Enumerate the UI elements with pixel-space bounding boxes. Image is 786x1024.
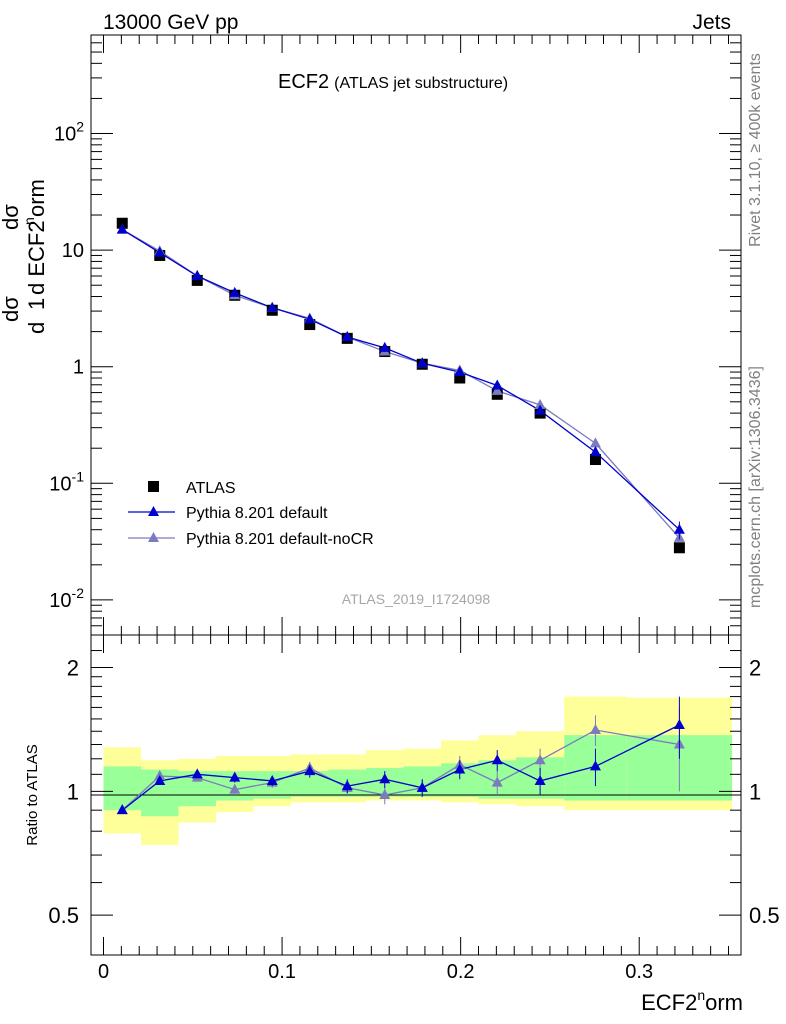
ratio-point-mc1 (454, 763, 466, 774)
ratio-point-mc2 (589, 723, 601, 734)
header-right: Jets (692, 11, 731, 34)
ratio-point-mc1 (266, 774, 278, 785)
legend: ATLAS Pythia 8.201 default Pythia 8.201 … (128, 480, 374, 548)
ratio-point-mc2 (491, 776, 503, 787)
analysis-id: ATLAS_2019_I1724098 (342, 591, 491, 607)
ratio-band-inner (103, 766, 141, 811)
header-left: 13000 GeV pp (103, 11, 238, 34)
legend-label-mc1: Pythia 8.201 default (186, 505, 328, 522)
x-tick-label: 0.1 (268, 961, 296, 983)
data-point-mc1 (589, 446, 601, 457)
data-point-mc1 (154, 246, 166, 257)
ratio-point-mc1 (154, 774, 166, 785)
ratio-y-tick-label-left: 2 (67, 656, 79, 681)
main-y-tick-label: 10-2 (49, 585, 84, 612)
data-point-atlas (116, 217, 128, 229)
main-y-axis-label: 1 dσ dσ d ECF2 n orm d (0, 179, 49, 334)
main-panel: 10-2 10-1 1 10 102 ECF2 (ATLAS jet substructu… (0, 34, 742, 636)
data-point-mc1 (191, 269, 203, 280)
y-axis-label-orm: orm (24, 179, 49, 217)
ratio-series-points (116, 696, 685, 815)
main-y-tick-label: 102 (54, 119, 84, 146)
ratio-point-mc1 (116, 804, 128, 815)
main-series-points (116, 217, 685, 554)
ratio-y-axis-label: Ratio to ATLAS (24, 744, 41, 845)
ratio-point-mc1 (379, 773, 391, 784)
ratio-point-mc1 (416, 781, 428, 792)
side-label-version: Rivet 3.1.10, ≥ 400k events (747, 53, 764, 247)
chart-subtitle: (ATLAS jet substructure) (334, 75, 508, 92)
legend-marker-mc1 (148, 506, 159, 516)
legend-marker-atlas (148, 481, 159, 492)
data-point-mc1 (116, 223, 128, 234)
chart-title: ECF2 (ATLAS jet substructure) (278, 71, 508, 93)
data-point-atlas (589, 454, 601, 466)
ratio-line-mc2 (121, 729, 680, 811)
data-point-atlas (673, 542, 685, 554)
ratio-y-tick-label-right: 1 (749, 779, 761, 804)
main-line-mc1 (121, 229, 680, 531)
x-axis-label-orm: orm (705, 990, 743, 1015)
data-point-atlas (304, 319, 316, 331)
data-point-mc1 (304, 313, 316, 324)
x-axis-label-superscript: n (697, 987, 705, 1003)
data-point-mc2 (589, 437, 601, 448)
ratio-point-mc2 (534, 754, 546, 765)
x-tick-label: 0.3 (625, 961, 653, 983)
y-axis-label-d-prefix: d (24, 322, 49, 334)
ratio-point-mc1 (304, 765, 316, 776)
data-point-mc1 (341, 330, 353, 341)
y-axis-label-dsigma: dσ (0, 204, 23, 230)
legend-marker-mc2 (148, 532, 159, 542)
data-point-mc2 (491, 384, 503, 395)
data-point-mc1 (454, 366, 466, 377)
ratio-panel: 0.5 0.5 1 1 2 2 0 0.1 0.2 0.3 Ratio to ATLAS ECF2… (24, 634, 780, 1015)
ratio-panel-frame (90, 634, 742, 956)
ratio-point-mc1 (673, 718, 685, 729)
ratio-point-mc1 (191, 768, 203, 779)
main-axis-ticks: 10-2 10-1 1 10 102 (49, 34, 741, 636)
main-y-tick-label: 1 (73, 357, 84, 379)
ratio-point-mc1 (589, 760, 601, 771)
data-point-mc1 (229, 286, 241, 297)
x-tick-label: 0.2 (447, 961, 475, 983)
data-point-mc1 (266, 301, 278, 312)
data-point-mc1 (534, 404, 546, 415)
ratio-y-tick-label-right: 2 (749, 656, 761, 681)
ratio-point-mc1 (229, 771, 241, 782)
y-axis-label-superscript: n (21, 217, 37, 225)
y-axis-label-1-over-sigma: 1 (24, 298, 49, 310)
ratio-y-tick-label-right: 0.5 (749, 903, 780, 928)
data-point-atlas (191, 274, 203, 286)
legend-label-atlas: ATLAS (186, 480, 236, 497)
ratio-point-mc1 (491, 754, 503, 765)
ratio-point-mc2 (379, 788, 391, 799)
ratio-y-tick-label-left: 1 (67, 779, 79, 804)
y-axis-label-sigma: dσ (0, 296, 23, 322)
x-tick-label: 0 (98, 961, 109, 983)
data-point-mc2 (534, 398, 546, 409)
x-axis-label: ECF2norm (641, 987, 743, 1015)
legend-label-mc2: Pythia 8.201 default-noCR (186, 531, 374, 548)
main-y-tick-label: 10-1 (49, 468, 84, 495)
data-point-mc1 (491, 379, 503, 390)
ratio-line-mc1 (121, 724, 680, 811)
ratio-y-tick-label-left: 0.5 (48, 903, 79, 928)
main-y-tick-label: 10 (62, 240, 84, 262)
y-axis-label-d-ecf2: d ECF2 (24, 220, 49, 295)
side-label-source: mcplots.cern.ch [arXiv:1306.3436] (747, 366, 764, 608)
main-series-lines (121, 229, 680, 539)
chart-title-main: ECF2 (278, 71, 329, 93)
ratio-point-mc1 (341, 780, 353, 791)
x-axis-label-ecf2: ECF2 (641, 990, 697, 1015)
data-point-atlas (454, 372, 466, 384)
ratio-axis-ticks: 0.5 0.5 1 1 2 2 0 0.1 0.2 0.3 (48, 634, 780, 983)
ratio-point-mc2 (229, 783, 241, 794)
ratio-series-lines (121, 724, 680, 811)
data-point-mc1 (416, 357, 428, 368)
data-point-mc1 (379, 341, 391, 352)
ratio-point-mc1 (534, 774, 546, 785)
